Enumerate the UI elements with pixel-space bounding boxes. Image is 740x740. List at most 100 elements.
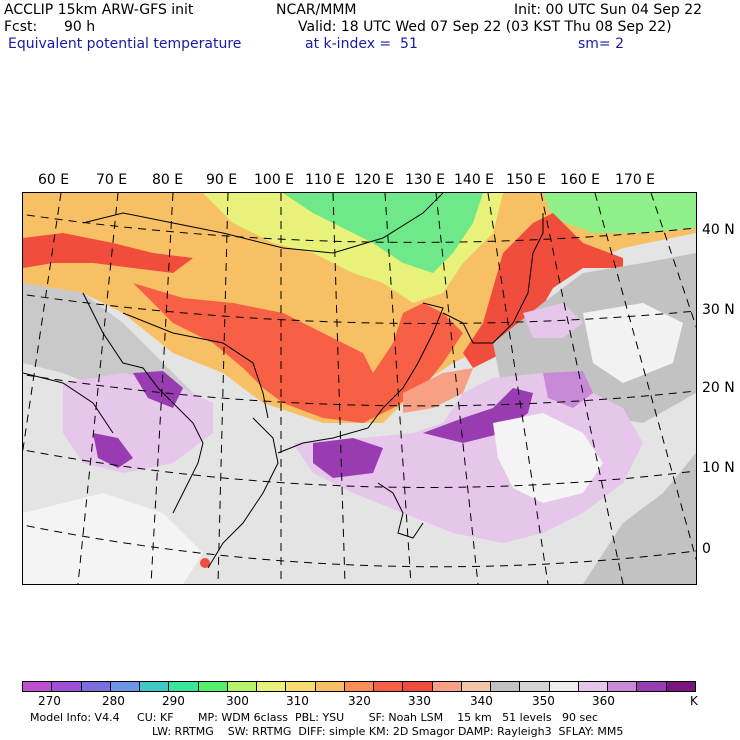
coastline-path <box>82 292 204 514</box>
theta-e-purple-core <box>543 371 593 408</box>
theta-e-white-swirl <box>583 303 683 383</box>
coastline-path <box>277 302 444 454</box>
colorbar-tick-label: 290 <box>162 694 185 708</box>
lon-label: 100 E <box>254 172 295 188</box>
colorbar-swatch <box>22 681 53 692</box>
colorbar-swatch <box>548 681 579 692</box>
lon-label: 80 E <box>152 172 184 188</box>
theta-e-red-spot <box>200 558 210 568</box>
colorbar-tick-label: 310 <box>286 694 309 708</box>
lon-label: 130 E <box>405 172 446 188</box>
colorbar-swatch <box>402 681 433 692</box>
smoothing-label: sm= 2 <box>578 36 625 52</box>
country-border <box>82 193 444 254</box>
colorbar-swatch <box>197 681 228 692</box>
meridian-line <box>487 193 549 584</box>
colorbar-swatch <box>607 681 638 692</box>
init-time: Init: 00 UTC Sun 04 Sep 22 <box>514 2 703 18</box>
valid-time: Valid: 18 UTC Wed 07 Sep 22 (03 KST Thu … <box>298 19 672 35</box>
theta-e-green-region <box>283 193 483 273</box>
colorbar-tick-label: 320 <box>348 694 371 708</box>
lon-label: 160 E <box>560 172 601 188</box>
colorbar-swatch <box>373 681 404 692</box>
meridian-line <box>594 193 696 561</box>
colorbar-swatch <box>168 681 199 692</box>
theta-e-map <box>22 192 697 585</box>
forecast-label: Fcst: <box>4 19 38 35</box>
colorbar-swatch <box>577 681 609 692</box>
parallel-line <box>23 449 696 488</box>
meridian-line <box>23 193 62 453</box>
theta-e-white-swirl <box>493 413 603 503</box>
lon-label: 90 E <box>206 172 238 188</box>
meridian-line <box>77 193 119 584</box>
coastline-path <box>207 417 279 569</box>
country-border <box>122 312 269 419</box>
meridian-line <box>384 193 412 584</box>
level-index: at k-index = 51 <box>305 36 418 52</box>
lat-label: 0 <box>702 541 711 557</box>
colorbar-swatch <box>285 681 316 692</box>
colorbar-tick-label: 300 <box>226 694 249 708</box>
lon-label: 70 E <box>96 172 128 188</box>
lon-label: 140 E <box>454 172 495 188</box>
colorbar-swatch <box>636 681 667 692</box>
colorbar-swatch <box>226 681 258 692</box>
latlon-grid <box>23 193 696 584</box>
parallel-line <box>23 374 696 407</box>
theta-e-white-swirl <box>23 493 203 584</box>
theta-e-lavender-pacific <box>523 303 583 338</box>
colorbar-swatch <box>665 681 696 692</box>
meridian-line <box>332 193 346 584</box>
theta-e-purple-core <box>93 433 133 468</box>
colorbar-tick-label: 330 <box>408 694 431 708</box>
colorbar-swatch <box>109 681 141 692</box>
field-name: Equivalent potential temperature <box>8 36 242 52</box>
colorbar-swatch <box>51 681 82 692</box>
lat-label: 20 N <box>702 380 735 396</box>
theta-e-purple-core <box>313 438 383 478</box>
colorbar-swatch <box>343 681 375 692</box>
lon-label: 60 E <box>38 172 70 188</box>
colorbar-tick-label: 360 <box>592 694 615 708</box>
parallel-line <box>23 524 696 568</box>
lat-label: 30 N <box>702 302 735 318</box>
theta-e-salmon-zone <box>403 368 473 413</box>
meridian-line <box>540 193 624 584</box>
parallel-line <box>23 293 696 324</box>
colorbar-swatch <box>256 681 287 692</box>
model-title: ACCLIP 15km ARW-GFS init <box>4 2 194 18</box>
theta-e-purple-core <box>133 371 183 408</box>
colorbar-tick-label: 350 <box>532 694 555 708</box>
colorbar-swatch <box>139 681 170 692</box>
colorbar-tick-label: 270 <box>38 694 61 708</box>
colorbar-swatch <box>431 681 462 692</box>
lat-label: 10 N <box>702 460 735 476</box>
meridian-line <box>217 193 229 584</box>
coastline-path <box>377 482 424 539</box>
meridian-line <box>150 193 174 584</box>
theta-e-red-japan <box>463 213 623 368</box>
lon-label: 170 E <box>615 172 656 188</box>
colorbar-swatch <box>460 681 492 692</box>
theta-e-green-ne <box>543 193 696 233</box>
map-canvas <box>23 193 696 584</box>
theta-e-red-region <box>133 283 463 423</box>
colorbar-tick-label: 340 <box>470 694 493 708</box>
colorbar-swatch <box>490 681 521 692</box>
parallel-line <box>23 213 696 243</box>
colorbar-tick-label: 280 <box>102 694 125 708</box>
colorbar-swatch <box>519 681 550 692</box>
coastline-path <box>442 213 544 344</box>
model-info-line1: Model Info: V4.4 CU: KF MP: WDM 6class P… <box>30 711 599 724</box>
forecast-hours: 90 h <box>64 19 96 35</box>
meridian-line <box>435 193 479 584</box>
theta-e-red-band-north <box>23 233 193 273</box>
lon-label: 150 E <box>506 172 547 188</box>
colorbar-unit: K <box>690 694 698 708</box>
lon-label: 120 E <box>354 172 395 188</box>
model-info-line2: LW: RRTMG SW: RRTMG DIFF: simple KM: 2D … <box>152 725 624 738</box>
coastlines <box>23 193 544 569</box>
lon-label: 110 E <box>305 172 346 188</box>
agency-label: NCAR/MMM <box>276 2 357 18</box>
